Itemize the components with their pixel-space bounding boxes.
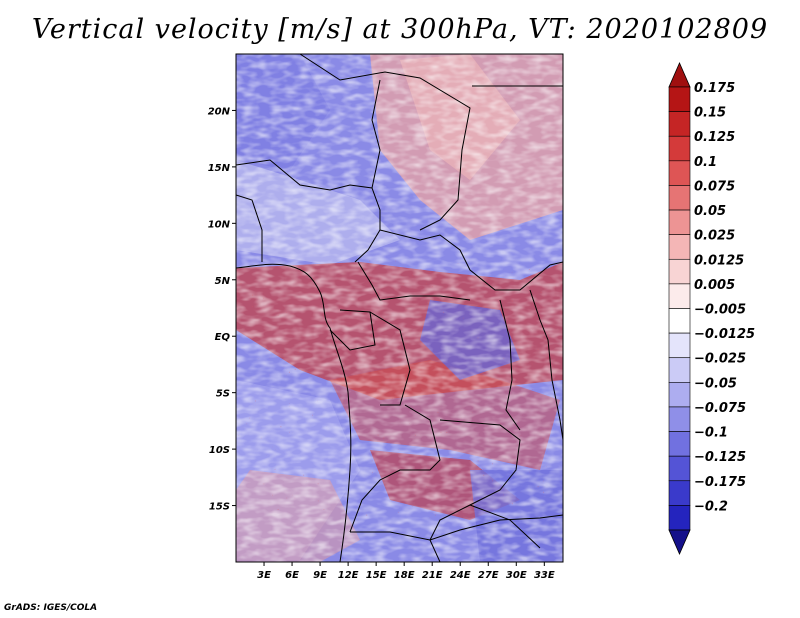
colorbar-segment <box>668 357 691 383</box>
x-tick-label: 9E <box>313 570 327 581</box>
colorbar-label: −0.0125 <box>694 327 755 342</box>
colorbar-label: 0.025 <box>694 229 735 244</box>
colorbar-segment <box>668 185 691 211</box>
colorbar-label: 0.075 <box>694 179 735 194</box>
y-tick-label: 20N <box>208 106 231 117</box>
colorbar-label: 0.125 <box>694 130 735 145</box>
x-tick-label: 3E <box>257 570 271 581</box>
colorbar-segment <box>668 382 691 408</box>
colorbar-label: 0.05 <box>694 204 726 219</box>
colorbar-segment <box>668 431 691 457</box>
vertical-velocity-field <box>236 54 563 562</box>
colorbar-label: −0.075 <box>694 401 746 416</box>
colorbar-label: −0.005 <box>694 303 746 318</box>
colorbar-label: 0.1 <box>694 155 717 170</box>
y-tick-label: 5S <box>216 389 230 400</box>
axis-ticks: 20N 15N 10N 5N EQ 5S 10S 15S 3E 6E 9E 12E 15E 18E 21E 2… <box>208 106 555 581</box>
y-tick-label: 15N <box>208 163 231 174</box>
colorbar-label: 0.175 <box>694 81 735 96</box>
colorbar-segment <box>668 406 691 432</box>
x-tick-label: 21E <box>422 570 443 581</box>
x-tick-label: 30E <box>506 570 527 581</box>
x-tick-label: 33E <box>534 570 555 581</box>
colorbar: 0.175 0.15 0.125 0.1 0.075 0.05 0.025 0.0125 0.0… <box>668 62 755 555</box>
colorbar-segment <box>668 111 691 137</box>
y-tick-label: 10S <box>209 445 230 456</box>
colorbar-segment <box>668 258 691 285</box>
map-frame <box>235 53 564 563</box>
colorbar-segment <box>668 209 691 235</box>
y-tick-label: 5N <box>215 276 231 287</box>
x-tick-label: 24E <box>450 570 471 581</box>
colorbar-segment <box>668 455 691 482</box>
colorbar-label: −0.05 <box>694 376 737 391</box>
x-tick-label: 15E <box>366 570 387 581</box>
grads-credit: GrADS: IGES/COLA <box>4 603 98 613</box>
chart-title: Vertical velocity [m/s] at 300hPa, VT: 2… <box>31 14 769 45</box>
colorbar-segment <box>668 480 691 506</box>
colorbar-segment <box>668 283 691 309</box>
y-tick-label: EQ <box>215 332 231 343</box>
colorbar-segment <box>668 135 691 162</box>
x-tick-label: 12E <box>338 570 359 581</box>
colorbar-label: 0.0125 <box>694 253 744 268</box>
colorbar-segment <box>668 505 691 531</box>
colorbar-label: −0.175 <box>694 475 746 490</box>
x-tick-label: 27E <box>478 570 499 581</box>
x-tick-label: 6E <box>285 570 299 581</box>
colorbar-segment <box>668 160 691 186</box>
y-tick-label: 10N <box>208 219 231 230</box>
colorbar-segment <box>668 234 691 260</box>
colorbar-label: −0.025 <box>694 352 746 367</box>
colorbar-label: 0.005 <box>694 278 735 293</box>
country-borders <box>236 54 563 562</box>
colorbar-bottom-arrow <box>668 529 691 555</box>
colorbar-label: −0.1 <box>694 426 728 441</box>
colorbar-segment <box>668 308 691 334</box>
y-tick-label: 15S <box>209 502 230 513</box>
colorbar-label: −0.2 <box>694 499 728 514</box>
x-tick-label: 18E <box>394 570 415 581</box>
colorbar-segment <box>668 86 691 112</box>
colorbar-label: −0.125 <box>694 450 746 465</box>
colorbar-label: 0.15 <box>694 106 726 121</box>
colorbar-top-arrow <box>668 62 691 88</box>
colorbar-segment <box>668 332 691 359</box>
